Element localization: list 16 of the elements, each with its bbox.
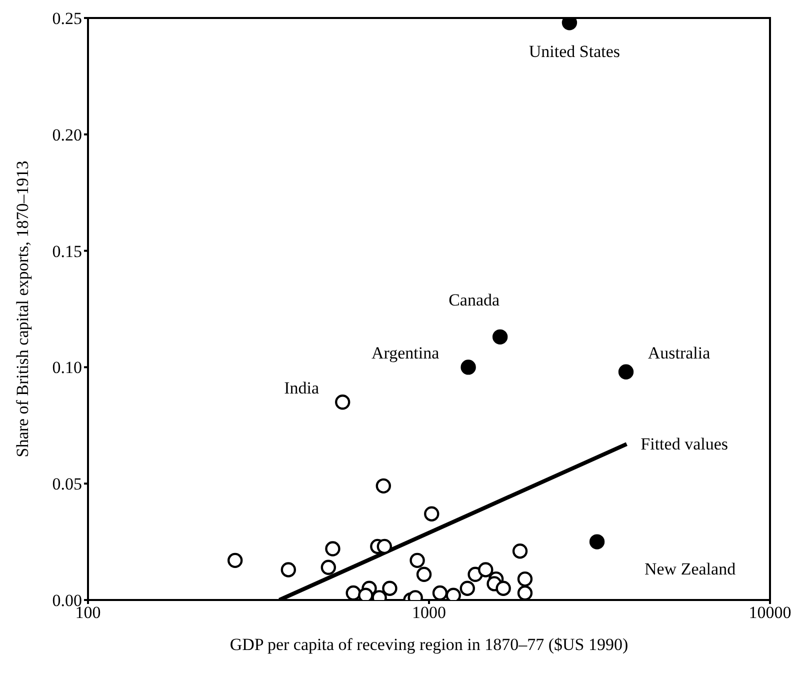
x-tick-label: 1000 <box>412 603 446 622</box>
annotation: India <box>284 378 320 398</box>
x-tick-label: 10000 <box>748 603 792 622</box>
y-tick-label: 0.20 <box>52 125 82 144</box>
x-axis-title: GDP per capita of receving region in 1870–77 ($US 1990) <box>230 635 628 654</box>
annotation: Canada <box>448 290 500 310</box>
y-tick-label: 0.10 <box>52 358 82 378</box>
y-tick-label: 0.05 <box>52 474 82 494</box>
y-tick-label: 0.25 <box>52 9 82 28</box>
annotation: United States <box>528 42 620 62</box>
y-axis-title: Share of British capital exports, 1870–1913 <box>13 160 32 458</box>
annotation: Australia <box>648 343 711 362</box>
y-tick-label: 0.15 <box>52 242 82 261</box>
annotation: New Zealand <box>644 559 736 578</box>
annotation: Argentina <box>371 344 440 363</box>
series-label: Fitted values <box>640 434 728 454</box>
